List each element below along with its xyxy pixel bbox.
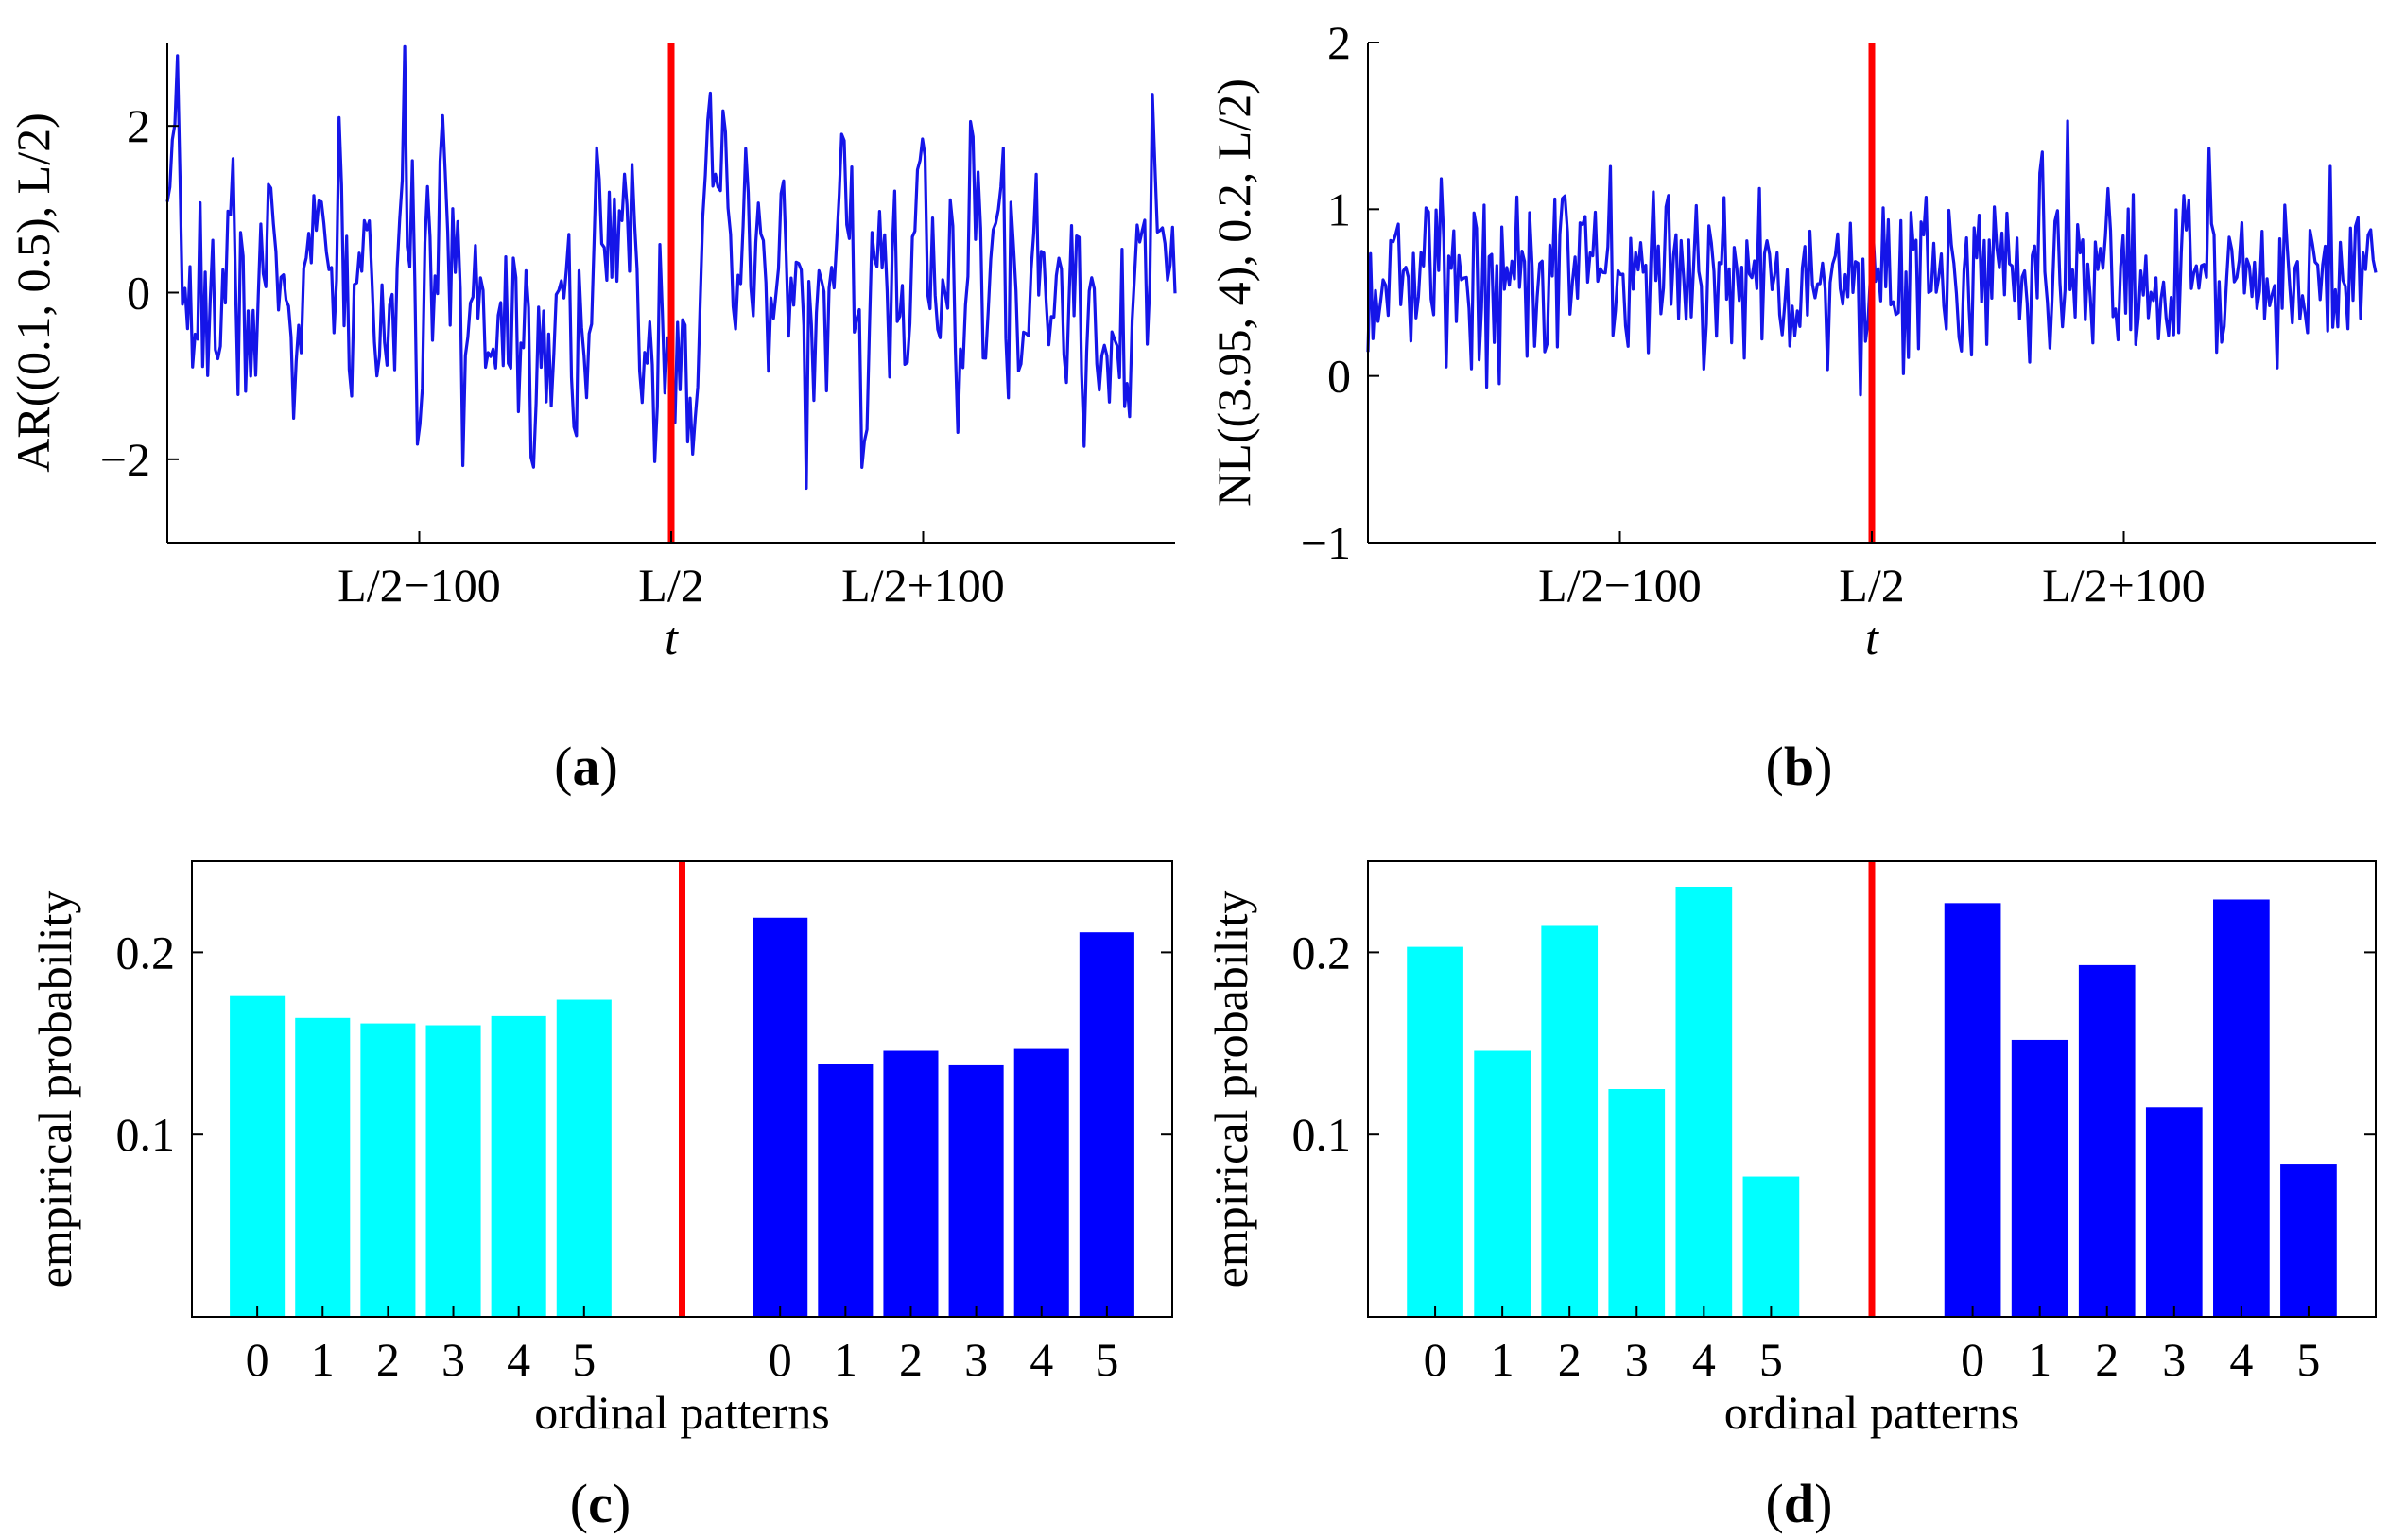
x-tick-label: 3	[2162, 1333, 2186, 1386]
x-tick-label: 0	[1424, 1333, 1447, 1386]
bar	[295, 1017, 351, 1317]
bar	[1675, 886, 1733, 1317]
x-tick-label: L/2−100	[337, 559, 501, 612]
y-tick-label: 2	[127, 99, 150, 152]
bar	[360, 1023, 416, 1317]
x-tick-label: 3	[1625, 1333, 1649, 1386]
y-axis-label: NL((3.95, 4), 0.2, L/2)	[1207, 78, 1260, 507]
x-tick-label: 5	[1759, 1333, 1783, 1386]
x-tick-label: L/2+100	[841, 559, 1005, 612]
x-tick-label: 1	[834, 1333, 857, 1386]
bar	[1474, 1050, 1531, 1317]
bar	[883, 1050, 939, 1317]
bar	[230, 995, 286, 1317]
panel-label: (c)	[570, 1473, 631, 1534]
x-tick-label: 2	[2095, 1333, 2119, 1386]
bar	[948, 1064, 1004, 1317]
x-axis-label: t	[665, 612, 679, 665]
x-tick-label: 4	[1030, 1333, 1053, 1386]
bar	[1742, 1176, 1800, 1317]
bar	[753, 917, 808, 1317]
x-tick-label: 0	[246, 1333, 269, 1386]
plot-frame	[191, 860, 1173, 1318]
y-tick-label: 0	[1327, 350, 1351, 403]
y-tick-label: 0.1	[1292, 1108, 1352, 1161]
x-tick-label: L/2	[638, 559, 703, 612]
y-tick-label: 0.2	[1292, 926, 1352, 978]
y-tick-label: 2	[1327, 16, 1351, 69]
panel-b: −1 0 1 2 L/2−100 L/2 L/2+100 t NL((3.95, 4), 0.2…	[1207, 16, 2378, 797]
bar	[1944, 903, 2001, 1317]
x-tick-label: 4	[2229, 1333, 2253, 1386]
y-tick-label: −1	[1301, 516, 1351, 569]
bar	[2145, 1107, 2203, 1317]
y-tick-label: −2	[100, 433, 150, 486]
x-tick-label: 3	[964, 1333, 988, 1386]
x-axis-label: t	[1865, 612, 1879, 665]
x-tick-label: 1	[2028, 1333, 2051, 1386]
bar	[425, 1025, 481, 1317]
bar	[1608, 1089, 1666, 1317]
bar	[2078, 964, 2136, 1317]
y-tick-label: 0.2	[116, 926, 176, 978]
x-tick-label: 2	[899, 1333, 923, 1386]
bar	[1013, 1048, 1069, 1317]
y-tick-label: 0.1	[116, 1108, 176, 1161]
x-tick-label: 2	[1558, 1333, 1582, 1386]
bar	[1079, 932, 1134, 1317]
x-tick-label: 0	[1961, 1333, 1984, 1386]
x-tick-label: 5	[2296, 1333, 2320, 1386]
y-tick-label: 1	[1327, 182, 1351, 235]
bar	[2280, 1164, 2337, 1317]
y-axis-label: AR((0.1, 0.5), L/2)	[7, 112, 60, 473]
bar	[1407, 946, 1463, 1317]
x-axis-label: ordinal patterns	[534, 1386, 829, 1439]
plot-frame	[1367, 860, 2377, 1318]
x-tick-label: 0	[769, 1333, 792, 1386]
x-tick-label: L/2−100	[1538, 559, 1702, 612]
x-axis-label: ordinal patterns	[1724, 1386, 2019, 1439]
bar	[491, 1015, 546, 1317]
x-tick-label: L/2	[1839, 559, 1904, 612]
y-axis-label: empirical probability	[1204, 891, 1257, 1289]
x-tick-label: L/2+100	[2042, 559, 2206, 612]
bar	[556, 999, 612, 1317]
x-tick-label: 5	[1095, 1333, 1118, 1386]
bar	[2213, 899, 2270, 1317]
x-tick-label: 4	[1692, 1333, 1716, 1386]
panel-label: (b)	[1766, 735, 1833, 797]
panel-a: −2 0 2 L/2−100 L/2 L/2+100 t AR((0.1, 0.5), L/2…	[7, 43, 1177, 797]
x-tick-label: 2	[376, 1333, 400, 1386]
panel-label: (a)	[554, 735, 618, 797]
x-tick-label: 3	[441, 1333, 465, 1386]
x-tick-label: 5	[572, 1333, 596, 1386]
bar	[1541, 925, 1599, 1317]
y-tick-label: 0	[127, 267, 150, 320]
bar	[818, 1064, 874, 1317]
x-tick-label: 1	[311, 1333, 335, 1386]
x-tick-label: 1	[1491, 1333, 1514, 1386]
x-tick-label: 4	[507, 1333, 530, 1386]
bar	[2011, 1039, 2068, 1317]
y-axis-label: empirical probability	[28, 891, 81, 1289]
panel-label: (d)	[1766, 1473, 1833, 1534]
